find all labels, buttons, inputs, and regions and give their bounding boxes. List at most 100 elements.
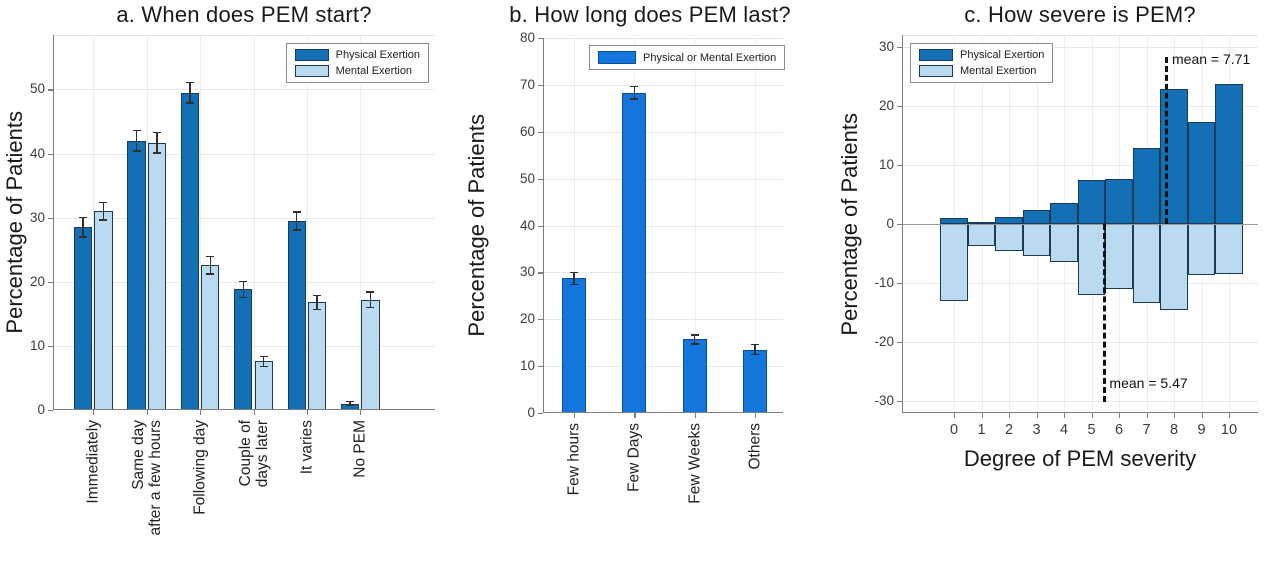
histogram-bar-physical — [1050, 202, 1078, 224]
error-bar-cap — [750, 344, 759, 346]
histogram-bar-mental — [1187, 224, 1216, 275]
y-axis-line — [53, 35, 55, 410]
legend-label-physical-or-mental: Physical or Mental Exertion — [643, 51, 777, 64]
y-tick-label: 80 — [519, 30, 535, 45]
y-tick-mark — [48, 281, 53, 283]
h-gridline — [543, 272, 783, 274]
mean-line-physical — [1164, 57, 1168, 224]
x-tick-label: 8 — [1169, 422, 1179, 438]
x-tick-mark — [1229, 413, 1231, 418]
x-tick-mark — [93, 410, 95, 415]
histogram-bar-mental — [995, 224, 1023, 252]
histogram-bar-mental — [1050, 224, 1078, 262]
y-tick-mark — [897, 224, 902, 226]
error-bar-cap — [570, 283, 578, 286]
zero-line — [902, 224, 1258, 226]
x-category-label: Few hours — [565, 423, 583, 496]
y-tick-label: 40 — [519, 217, 535, 233]
error-bar-cap — [313, 308, 322, 310]
y-tick-label: 70 — [519, 76, 535, 92]
legend-label-physical: Physical Exertion — [960, 49, 1045, 61]
error-bar-cap — [292, 229, 301, 231]
y-tick-label: 20 — [878, 97, 894, 113]
y-tick-mark — [897, 283, 902, 285]
error-bar-line — [633, 85, 636, 100]
panel-b-ylabel: Percentage of Patients — [464, 114, 489, 337]
x-tick-mark — [1174, 413, 1176, 418]
y-tick-label: 10 — [519, 358, 535, 374]
bar-mental — [307, 302, 327, 410]
error-bar-cap — [99, 219, 108, 221]
h-gridline — [902, 401, 1258, 403]
h-gridline — [543, 366, 783, 368]
x-tick-mark — [1036, 413, 1038, 418]
error-bar-cap — [630, 98, 639, 100]
y-tick-mark — [48, 153, 53, 155]
histogram-bar-physical — [1077, 179, 1106, 224]
legend-row-physical: Physical Exertion — [294, 49, 420, 61]
x-tick-label: 1 — [977, 422, 986, 438]
y-tick-mark — [48, 217, 53, 219]
error-bar-cap — [79, 236, 88, 238]
bar-physical-or-mental — [562, 278, 586, 413]
error-bar-cap — [366, 291, 375, 293]
error-bar-line — [242, 280, 245, 299]
error-bar-cap — [239, 297, 248, 299]
x-category-label: No PEM — [351, 420, 369, 478]
x-tick-mark — [981, 413, 983, 418]
error-bar-cap — [346, 404, 355, 407]
x-tick-mark — [634, 413, 636, 418]
error-bar-line — [349, 401, 351, 407]
x-tick-label: 2 — [1004, 422, 1014, 438]
x-tick-mark — [694, 413, 696, 418]
v-gridline — [200, 35, 202, 410]
error-bar-line — [316, 294, 318, 310]
bar-physical — [74, 227, 93, 410]
error-bar-line — [102, 201, 105, 221]
y-tick-mark — [897, 105, 902, 108]
legend-row-physical-or-mental: Physical or Mental Exertion — [598, 51, 776, 64]
error-bar-cap — [99, 201, 108, 204]
bar-physical — [127, 140, 146, 410]
error-bar-line — [209, 255, 211, 275]
x-tick-label: 5 — [1087, 422, 1096, 438]
h-gridline — [543, 84, 783, 86]
mental-exertion-swatch — [294, 65, 329, 77]
x-tick-mark — [253, 410, 255, 415]
error-bar-line — [573, 271, 575, 286]
bar-physical-or-mental — [742, 349, 767, 413]
bar-mental — [94, 211, 113, 410]
error-bar-line — [82, 217, 84, 238]
legend-row-mental: Mental Exertion — [294, 65, 420, 77]
y-axis-line — [543, 38, 545, 413]
x-tick-mark — [1009, 413, 1011, 418]
error-bar-cap — [366, 306, 375, 309]
y-tick-mark — [48, 410, 53, 412]
histogram-bar-physical — [1215, 84, 1243, 224]
error-bar-line — [189, 81, 191, 104]
x-tick-label: 10 — [1220, 422, 1238, 438]
error-bar-cap — [132, 129, 141, 132]
y-tick-mark — [538, 178, 543, 180]
y-tick-mark — [538, 413, 543, 415]
y-tick-mark — [538, 225, 543, 227]
histogram-bar-physical — [995, 216, 1023, 224]
y-tick-label: 50 — [519, 170, 535, 186]
bar-physical-or-mental — [622, 92, 647, 413]
y-tick-label: 20 — [29, 273, 45, 289]
error-bar-cap — [259, 355, 268, 357]
x-axis-line — [53, 409, 435, 411]
panel-c-legend: Physical Exertion Mental Exertion — [910, 43, 1054, 83]
bar-mental — [254, 361, 273, 410]
error-bar-line — [135, 129, 138, 152]
histogram-bar-physical — [1105, 179, 1133, 224]
x-category-label: Others — [746, 423, 764, 470]
histogram-bar-mental — [1215, 224, 1243, 274]
x-tick-mark — [360, 410, 362, 415]
y-tick-label: 0 — [527, 405, 535, 420]
panel-c-xlabel: Degree of PEM severity — [963, 446, 1197, 471]
physical-exertion-swatch — [919, 49, 953, 61]
error-bar-cap — [152, 152, 161, 154]
mean-annotation-mental: mean = 5.47 — [1109, 375, 1188, 391]
